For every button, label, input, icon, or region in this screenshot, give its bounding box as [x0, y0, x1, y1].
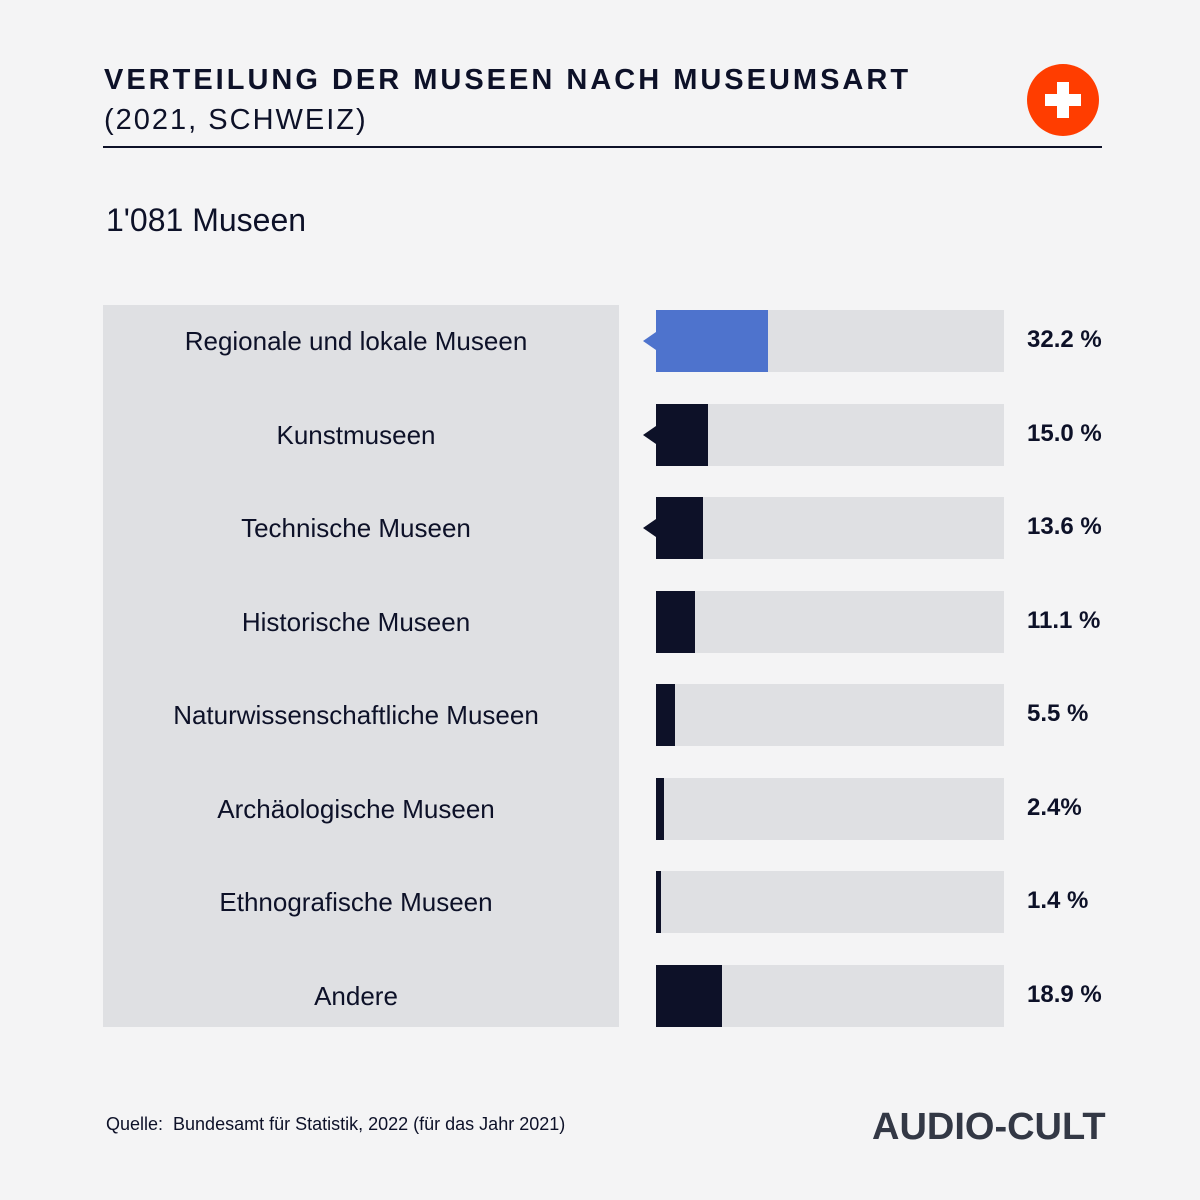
category-label: Technische Museen	[241, 513, 471, 543]
bar	[656, 591, 695, 653]
bar-pointer	[643, 332, 656, 350]
bar-pointer	[643, 426, 656, 444]
value-label: 5.5 %	[1027, 700, 1089, 727]
bar-track	[656, 404, 1004, 466]
category-label: Archäologische Museen	[217, 794, 495, 824]
value-label: 13.6 %	[1027, 513, 1102, 540]
chart-subtitle: (2021, SCHWEIZ)	[104, 104, 368, 136]
bar-track	[656, 497, 1004, 559]
value-label: 32.2 %	[1027, 326, 1102, 353]
bar	[656, 871, 661, 933]
bar-track	[656, 591, 1004, 653]
bar-track	[656, 965, 1004, 1027]
bar	[656, 684, 675, 746]
bar-pointer	[643, 519, 656, 537]
category-label: Kunstmuseen	[276, 420, 436, 450]
value-label: 2.4%	[1027, 794, 1082, 821]
chart-title: VERTEILUNG DER MUSEEN NACH MUSEUMSART	[104, 64, 912, 96]
category-label-panel	[103, 305, 619, 1027]
swiss-flag-icon	[1027, 64, 1099, 136]
value-label: 15.0 %	[1027, 420, 1102, 447]
source-note: Quelle: Bundesamt für Statistik, 2022 (f…	[106, 1114, 566, 1134]
bar-track	[656, 778, 1004, 840]
title-divider	[103, 146, 1102, 148]
brand-logo: AUDIO-CULT	[872, 1106, 1106, 1148]
category-label: Naturwissenschaftliche Museen	[173, 700, 539, 730]
bar	[656, 965, 722, 1027]
bar	[656, 404, 708, 466]
bar-track	[656, 684, 1004, 746]
value-label: 1.4 %	[1027, 887, 1089, 914]
value-label: 11.1 %	[1027, 607, 1101, 634]
value-label: 18.9 %	[1027, 981, 1102, 1008]
flag-cross-vertical	[1057, 82, 1069, 118]
bar-track	[656, 871, 1004, 933]
bar	[656, 497, 703, 559]
bar-track	[656, 310, 1004, 372]
category-label: Andere	[314, 981, 398, 1011]
category-label: Ethnografische Museen	[219, 887, 493, 917]
bar	[656, 310, 768, 372]
category-label: Historische Museen	[241, 607, 471, 637]
category-label: Regionale und lokale Museen	[184, 326, 528, 356]
bar	[656, 778, 664, 840]
total-museums: 1'081 Museen	[106, 202, 307, 238]
